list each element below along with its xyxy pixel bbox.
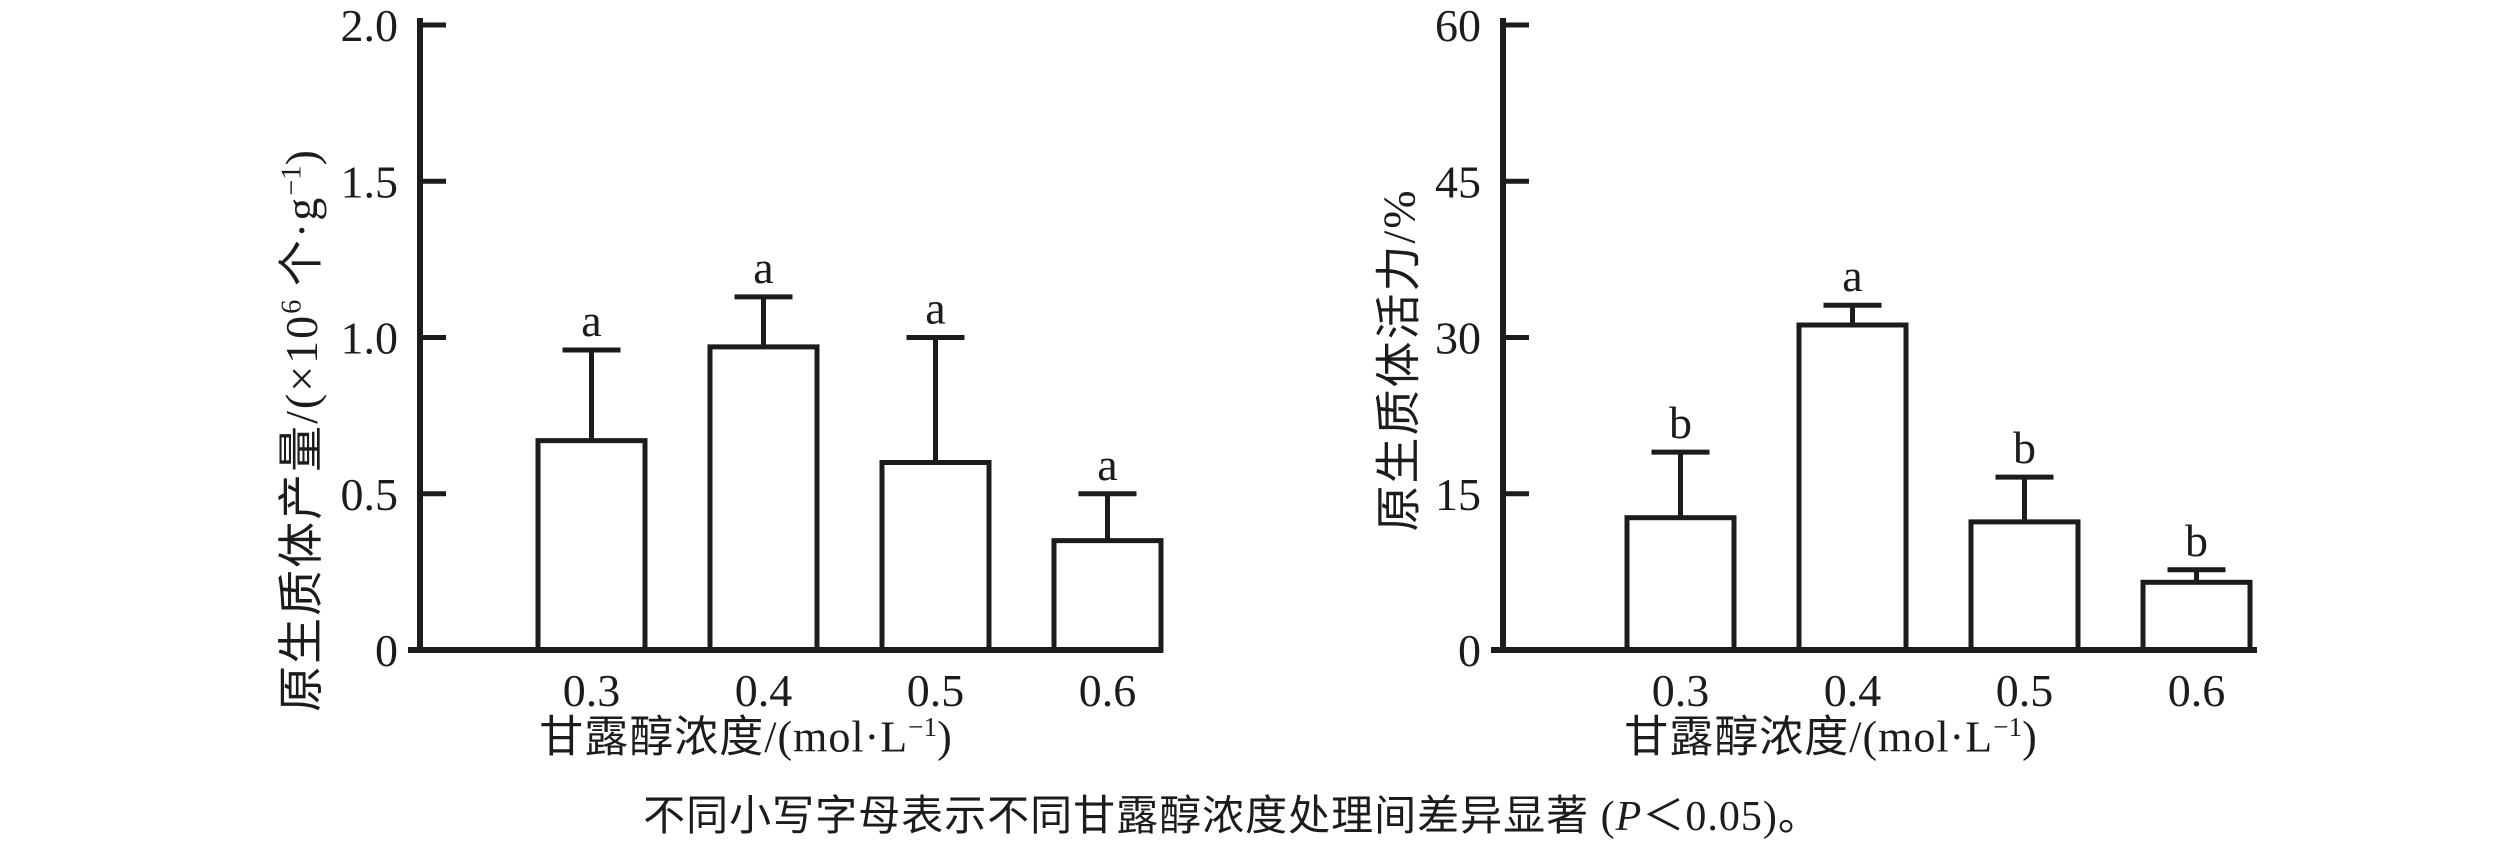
left-y-axis-label: 原生质体产量/(×106 个·g−1) (275, 148, 328, 712)
y-tick-label: 1.0 (341, 313, 399, 364)
text-run-sup: −1 (1993, 712, 2023, 742)
significance-letter: a (1097, 439, 1117, 490)
bar (1624, 515, 1737, 653)
text-run-sup: 6 (276, 299, 308, 314)
y-tick-label: 60 (1435, 0, 1481, 51)
text-run-sup: −1 (908, 712, 938, 742)
y-tick-label: 15 (1435, 469, 1481, 520)
x-tick-label: 0.4 (735, 665, 793, 716)
significance-letter: a (925, 283, 945, 334)
right-x-axis-label: 甘露醇浓度/(mol·L−1) (1624, 712, 2038, 763)
text-run-normal: ＜0.05)。 (1642, 794, 1821, 840)
text-run-normal: 个·g (275, 195, 327, 300)
text-run-italic: P (1615, 794, 1643, 840)
y-tick-label: 0.5 (341, 469, 399, 520)
bar (879, 460, 992, 653)
x-tick-label: 0.3 (563, 665, 621, 716)
text-run-normal: ) (275, 148, 327, 166)
text-run-normal: 甘露醇浓度/(mol·L (539, 712, 909, 762)
text-run-normal: ) (2022, 712, 2038, 762)
text-run-sup: −1 (276, 165, 308, 196)
bar (1051, 538, 1164, 653)
text-run-normal: 甘露醇浓度/(mol·L (1624, 712, 1994, 762)
x-tick-label: 0.4 (1824, 665, 1882, 716)
y-tick-label: 2.0 (341, 0, 399, 51)
y-tick-label: 45 (1435, 156, 1481, 207)
text-run-normal: 原生质体产量/(×10 (275, 313, 327, 712)
x-tick-label: 0.5 (907, 665, 965, 716)
y-tick-label: 1.5 (341, 156, 399, 207)
bar (535, 438, 648, 653)
x-tick-label: 0.5 (1996, 665, 2054, 716)
significance-letter: a (753, 242, 773, 293)
x-tick-label: 0.6 (1079, 665, 1137, 716)
text-run-normal: ) (937, 712, 953, 762)
significance-letter: b (2013, 422, 2036, 473)
significance-letter: b (2185, 515, 2208, 566)
y-tick-label: 0 (1458, 625, 1481, 676)
bar (1796, 322, 1909, 653)
bar (1968, 519, 2081, 653)
right-y-axis-label: 原生质体活力/% (1373, 188, 1426, 532)
significance-letter: a (581, 295, 601, 346)
bar (707, 344, 820, 653)
significance-letter: a (1842, 250, 1862, 301)
left-x-axis-label: 甘露醇浓度/(mol·L−1) (539, 712, 953, 763)
x-tick-label: 0.3 (1652, 665, 1710, 716)
x-tick-label: 0.6 (2168, 665, 2226, 716)
y-tick-label: 30 (1435, 313, 1481, 364)
text-run-normal: 原生质体活力/% (1373, 188, 1425, 532)
text-run-normal: 不同小写字母表示不同甘露醇浓度处理间差异显著 ( (643, 794, 1616, 840)
figure-caption: 不同小写字母表示不同甘露醇浓度处理间差异显著 (P＜0.05)。 (643, 793, 1821, 841)
bar (2140, 579, 2253, 653)
significance-letter: b (1669, 397, 1692, 448)
y-tick-label: 0 (375, 625, 398, 676)
